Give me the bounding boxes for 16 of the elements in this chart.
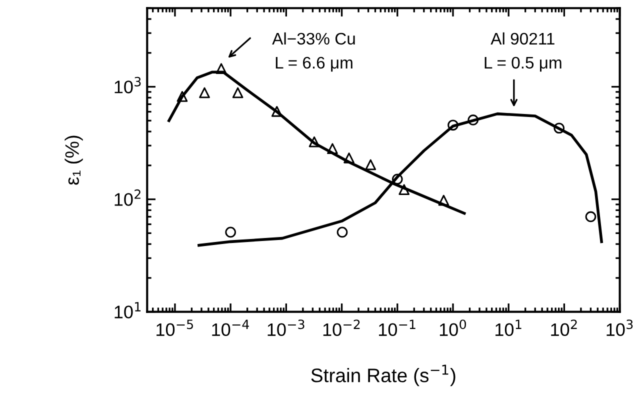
y-tick-label: 10$^{2}$ (114, 189, 140, 206)
x-tick-label: 10$^{−1}$ (378, 320, 416, 336)
x-tick-label: 10$^{3}$ (606, 320, 633, 336)
x-tick-label: 10$^{−5}$ (156, 320, 193, 336)
x-tick-label: 10$^{−2}$ (323, 320, 360, 336)
x-axis-title: Strain Rate (s$^{−1}$) (311, 364, 456, 386)
x-tick-label: 10$^{1}$ (496, 320, 522, 336)
y-tick-label: 10$^{1}$ (114, 302, 141, 318)
x-tick-label: 10$^{−4}$ (212, 320, 249, 336)
y-axis-title: ε₁ (%) (64, 136, 83, 185)
x-tick-label: 10$^{2}$ (551, 320, 577, 336)
y-tick-label: 10$^{3}$ (114, 76, 141, 94)
annotation: Al−33% Cu L = 6.6 μm (272, 32, 355, 72)
annotation: Al 90211 L = 0.5 μm (484, 32, 562, 72)
x-tick-label: 10$^{−3}$ (268, 320, 304, 336)
x-tick-label: 10$^{0}$ (440, 320, 466, 336)
